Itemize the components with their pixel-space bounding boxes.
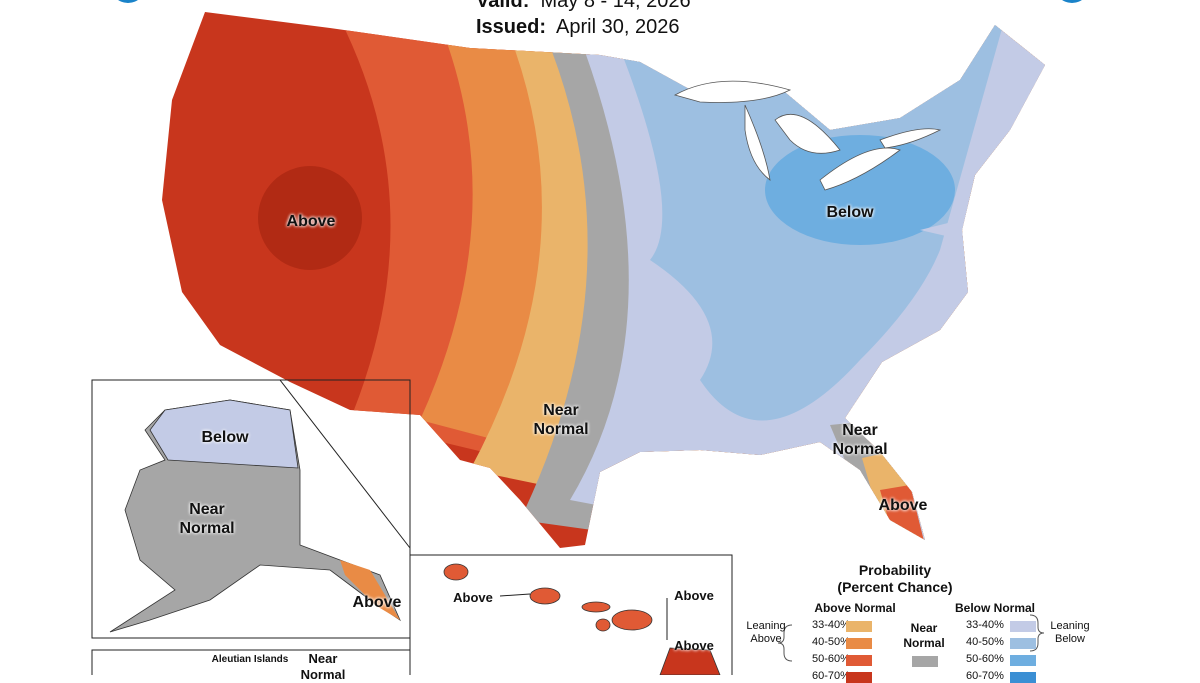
legend-range: 60-70% (966, 670, 1004, 682)
legend-range: 60-70% (812, 670, 850, 682)
issued: Issued: April 30, 2026 (476, 16, 679, 39)
region-label: Above (286, 213, 336, 230)
legend-range: 40-50% (966, 636, 1004, 648)
region-label: Near Normal (533, 402, 589, 438)
logo (1062, 0, 1082, 3)
legend-swatch (1010, 655, 1036, 666)
legend-range: 50-60% (966, 653, 1004, 665)
legend-swatch (1010, 638, 1036, 649)
inset-title: Aleutian Islands (211, 654, 289, 665)
valid-label: Valid: (476, 0, 530, 12)
legend-subtitle: (Percent Chance) (837, 579, 953, 595)
legend-swatch (846, 672, 872, 683)
legend-range: 33-40% (812, 619, 850, 631)
region-label: Below (826, 204, 874, 221)
issued-label: Issued: (476, 16, 547, 38)
legend-range: 40-50% (812, 636, 850, 648)
region-label: Above (674, 638, 714, 653)
hawaii-inset (409, 554, 733, 675)
lakes (673, 80, 942, 191)
alaska-inset (91, 379, 411, 639)
region-label: Near Normal (300, 651, 346, 682)
legend-range: 33-40% (966, 619, 1004, 631)
legend-heading: Near Normal (903, 621, 945, 650)
valid: Valid: May 8 - 14, 2026 (476, 0, 691, 13)
region-label: Near Normal (832, 422, 888, 458)
legend-title: Probability (858, 562, 932, 578)
brace (777, 624, 793, 662)
legend-swatch (1010, 621, 1036, 632)
zone (765, 135, 955, 245)
region-label: Near Normal (179, 501, 235, 537)
legend-swatch (912, 656, 938, 667)
alaska-zone (149, 399, 299, 469)
zone (258, 166, 362, 270)
alaska-zone (340, 560, 400, 620)
legend-swatch (846, 638, 872, 649)
legend-swatch (846, 655, 872, 666)
zone (880, 485, 925, 545)
hawaii (443, 563, 721, 675)
legend-note: Leaning Above (746, 620, 786, 645)
inset-line (279, 379, 411, 549)
aleutian-inset (91, 649, 411, 675)
legend-heading: Above Normal (814, 601, 896, 615)
legend-range: 50-60% (812, 653, 850, 665)
issued-date: April 30, 2026 (556, 16, 680, 38)
logo (118, 0, 138, 3)
region-label: Above (878, 497, 928, 514)
region-label: Below (201, 429, 249, 446)
leader (499, 593, 531, 597)
region-label: Above (674, 588, 714, 603)
brace (1029, 614, 1045, 652)
legend-swatch (1010, 672, 1036, 683)
region-label: Above (352, 594, 402, 611)
valid-date: May 8 - 14, 2026 (540, 0, 691, 12)
region-label: Above (453, 590, 493, 605)
legend-heading: Below Normal (954, 601, 1035, 615)
legend-note: Leaning Below (1050, 620, 1090, 645)
legend-swatch (846, 621, 872, 632)
